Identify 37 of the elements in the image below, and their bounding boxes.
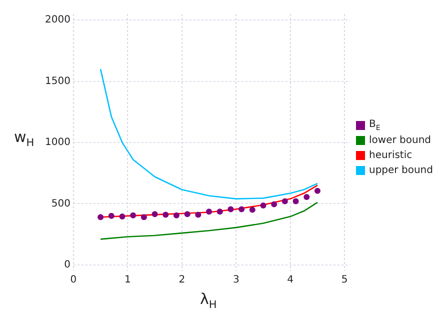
x-tick-label: 5	[341, 274, 348, 286]
point	[108, 212, 114, 219]
y-tick-label: 0	[64, 259, 70, 270]
y-axis-title: w$_{H}$	[14, 128, 34, 149]
legend-label: lower bound	[369, 135, 432, 146]
y-tick-label: 1500	[44, 76, 70, 87]
x-tick-label: 3	[232, 274, 240, 286]
point	[173, 212, 180, 218]
y-tick-label: 1000	[44, 137, 70, 148]
point	[271, 201, 278, 208]
point	[249, 206, 256, 213]
point	[152, 211, 158, 218]
point	[206, 208, 212, 215]
legend-label: heuristic	[369, 150, 412, 161]
point	[260, 202, 266, 209]
x-tick-label: 2	[178, 274, 186, 286]
point	[282, 198, 288, 204]
legend-label: upper bound	[369, 165, 433, 176]
point	[195, 212, 202, 218]
point	[140, 214, 147, 220]
y-tick-label: 500	[51, 198, 70, 210]
point	[238, 206, 245, 212]
y-tick-label: 2000	[44, 14, 70, 26]
legend-label: B$_{E}$	[369, 119, 380, 132]
point	[228, 206, 234, 212]
x-tick-label: 4	[287, 274, 294, 286]
point	[162, 212, 169, 218]
point	[130, 212, 136, 218]
x-tick-label: 1	[124, 274, 131, 286]
x-axis-title: λ$_{H}$	[200, 290, 217, 311]
point	[184, 211, 190, 218]
point	[304, 194, 310, 200]
point	[119, 214, 126, 220]
point	[216, 208, 223, 215]
point	[98, 214, 104, 220]
point	[314, 188, 320, 194]
point	[292, 198, 299, 204]
